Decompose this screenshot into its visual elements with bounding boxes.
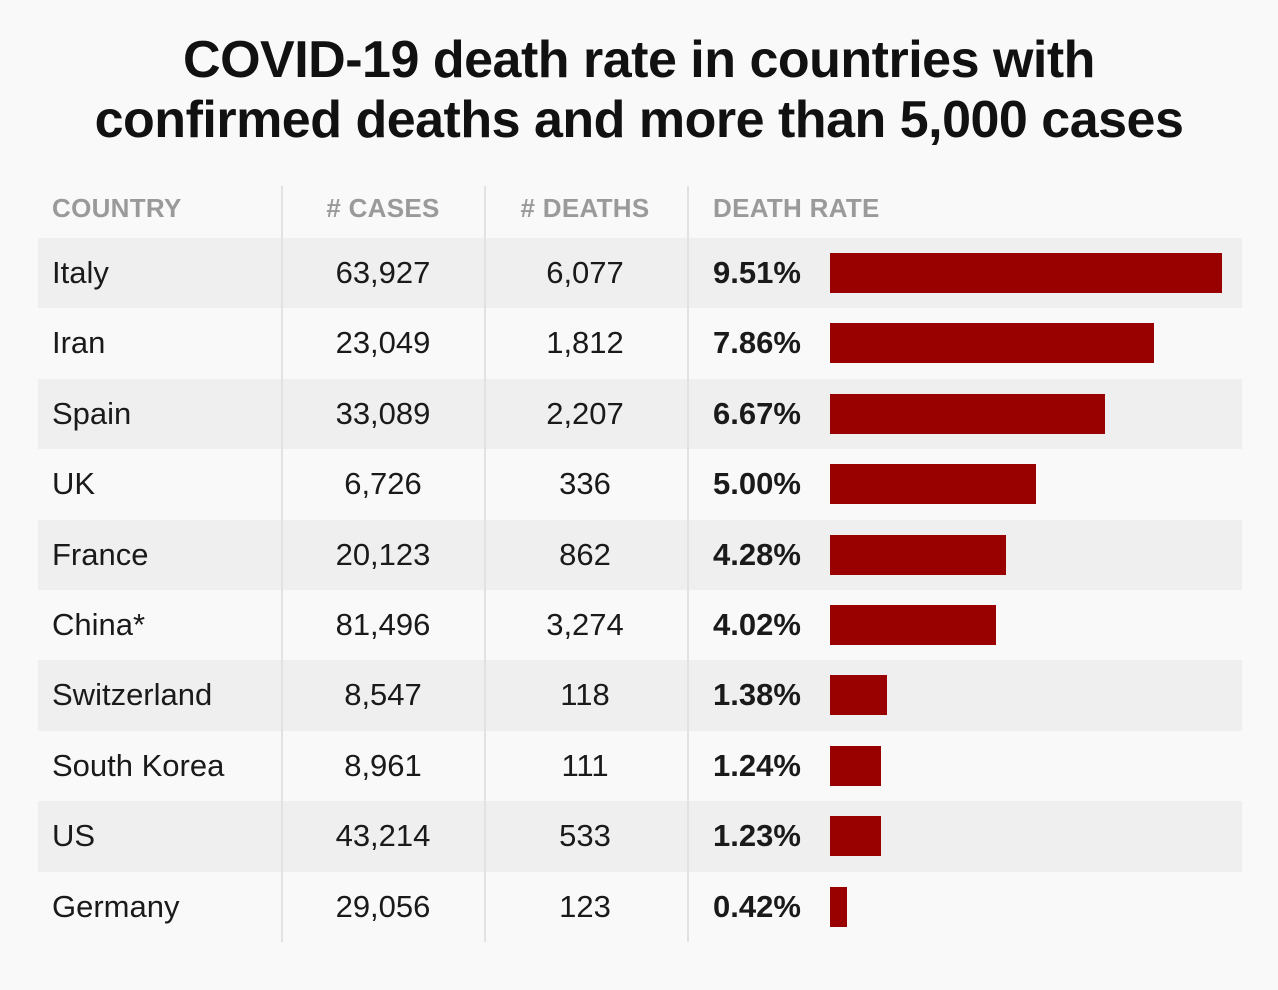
death-rate-bar xyxy=(830,675,887,716)
death-rate-bar xyxy=(830,886,848,927)
death-rate-bar xyxy=(830,323,1154,364)
cases-cell: 23,049 xyxy=(335,325,431,361)
death-rate-label: 6.67% xyxy=(713,395,801,431)
table-row: South Korea 8,961 111 1.24% xyxy=(38,731,1242,801)
table-row: France 20,123 862 4.28% xyxy=(38,519,1242,590)
country-cell: China* xyxy=(52,606,146,642)
deaths-cell: 2,207 xyxy=(546,395,624,431)
header-deaths: # DEATHS xyxy=(520,193,650,223)
cases-cell: 8,547 xyxy=(344,677,422,713)
country-cell: Iran xyxy=(52,325,106,361)
chart-title: COVID-19 death rate in countries with co… xyxy=(0,30,1278,150)
country-cell: US xyxy=(52,818,96,854)
table-row: Germany 29,056 123 0.42% xyxy=(38,872,1242,942)
cases-cell: 6,726 xyxy=(344,466,422,502)
death-rate-label: 1.24% xyxy=(713,747,801,783)
death-rate-label: 1.38% xyxy=(713,677,801,713)
death-rate-bar xyxy=(830,464,1037,505)
column-divider-2 xyxy=(484,186,486,942)
table-header-row: COUNTRY # CASES # DEATHS DEATH RATE xyxy=(38,178,1242,238)
deaths-cell: 123 xyxy=(559,888,611,924)
cases-cell: 8,961 xyxy=(344,747,422,783)
deaths-cell: 3,274 xyxy=(546,606,624,642)
death-rate-label: 7.86% xyxy=(713,325,801,361)
chart-title-line-2: confirmed deaths and more than 5,000 cas… xyxy=(94,91,1184,149)
deaths-cell: 118 xyxy=(560,677,610,713)
country-cell: Switzerland xyxy=(52,677,213,713)
country-cell: France xyxy=(52,536,149,572)
cases-cell: 81,496 xyxy=(335,606,431,642)
death-rate-bar xyxy=(830,745,882,786)
country-cell: UK xyxy=(52,466,96,502)
cases-cell: 20,123 xyxy=(335,536,431,572)
deaths-cell: 862 xyxy=(559,536,611,572)
header-country: COUNTRY xyxy=(52,193,182,223)
death-rate-bar xyxy=(830,393,1105,434)
death-rate-label: 4.02% xyxy=(713,606,801,642)
deaths-cell: 533 xyxy=(559,818,611,854)
table-row: China* 81,496 3,274 4.02% xyxy=(38,590,1242,660)
death-rate-label: 4.28% xyxy=(713,536,801,572)
cases-cell: 29,056 xyxy=(335,888,431,924)
country-cell: Spain xyxy=(52,395,132,431)
table-body: Italy 63,927 6,077 9.51% Iran 23,049 1,812 7.86… xyxy=(38,238,1242,942)
table-row: UK 6,726 336 5.00% xyxy=(38,449,1242,519)
table-row: Spain 33,089 2,207 6.67% xyxy=(38,378,1242,450)
death-rate-bar xyxy=(830,253,1222,293)
deaths-cell: 336 xyxy=(559,466,611,502)
header-death-rate: DEATH RATE xyxy=(713,193,880,223)
death-rate-label: 0.42% xyxy=(713,888,801,924)
table-row: Iran 23,049 1,812 7.86% xyxy=(38,308,1242,378)
death-rate-bar xyxy=(830,816,881,857)
death-rate-label: 1.23% xyxy=(713,818,801,854)
cases-cell: 63,927 xyxy=(335,255,431,290)
death-rate-label: 5.00% xyxy=(713,466,801,502)
death-rate-table: COUNTRY # CASES # DEATHS DEATH RATE Ital… xyxy=(38,178,1242,942)
deaths-cell: 111 xyxy=(561,747,609,783)
column-divider-1 xyxy=(281,186,283,942)
table-row: Switzerland 8,547 118 1.38% xyxy=(38,660,1242,731)
country-cell: South Korea xyxy=(52,747,225,783)
deaths-cell: 1,812 xyxy=(546,325,624,361)
deaths-cell: 6,077 xyxy=(546,255,624,290)
table-row: US 43,214 533 1.23% xyxy=(38,801,1242,872)
country-cell: Germany xyxy=(52,888,180,924)
death-rate-bar xyxy=(830,604,996,645)
cases-cell: 43,214 xyxy=(335,818,431,854)
table-row: Italy 63,927 6,077 9.51% xyxy=(38,238,1242,309)
header-cases: # CASES xyxy=(326,193,440,223)
death-rate-bar xyxy=(830,534,1007,575)
chart-title-line-1: COVID-19 death rate in countries with xyxy=(183,31,1095,89)
column-divider-3 xyxy=(687,186,689,942)
country-cell: Italy xyxy=(52,255,109,290)
cases-cell: 33,089 xyxy=(335,395,431,431)
death-rate-label: 9.51% xyxy=(713,255,801,290)
